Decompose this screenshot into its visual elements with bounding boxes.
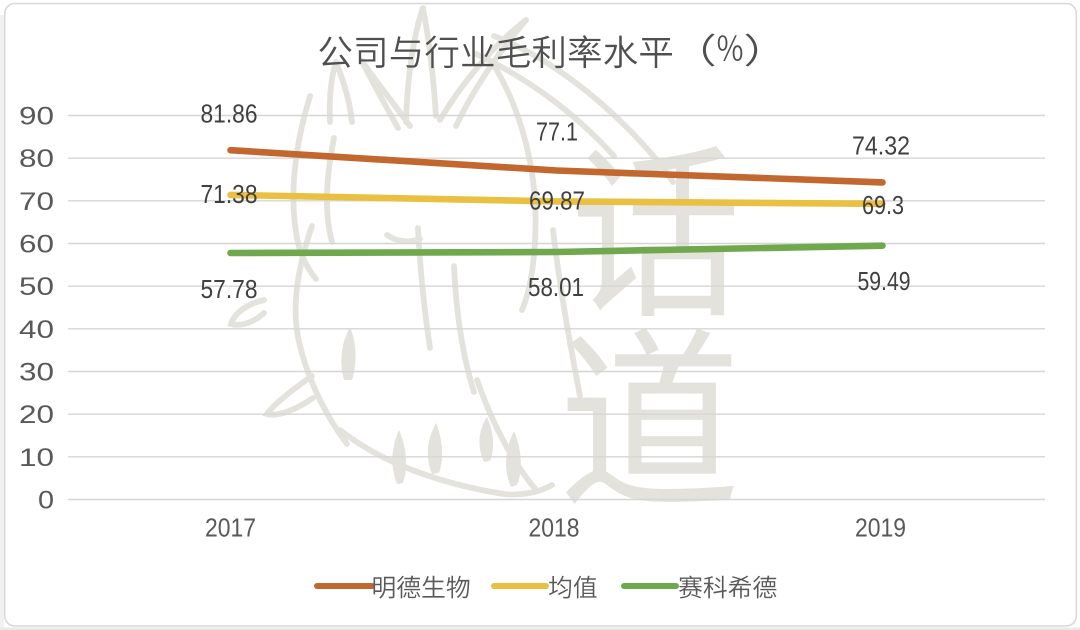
svg-text:59.49: 59.49: [858, 268, 911, 296]
svg-text:60: 60: [19, 231, 54, 259]
svg-text:30: 30: [19, 359, 54, 387]
svg-text:74.32: 74.32: [852, 133, 910, 161]
svg-text:71.38: 71.38: [201, 181, 258, 209]
svg-text:57.78: 57.78: [201, 276, 258, 304]
svg-text:81.86: 81.86: [201, 101, 258, 129]
svg-text:2018: 2018: [529, 513, 580, 543]
svg-text:58.01: 58.01: [528, 274, 584, 302]
svg-text:80: 80: [19, 145, 54, 173]
svg-text:90: 90: [19, 103, 54, 131]
svg-text:2019: 2019: [855, 513, 906, 543]
svg-text:77.1: 77.1: [536, 119, 578, 147]
svg-text:50: 50: [19, 273, 54, 301]
svg-text:0: 0: [38, 487, 54, 515]
svg-text:2017: 2017: [205, 513, 256, 543]
svg-text:20: 20: [19, 401, 54, 429]
svg-text:69.3: 69.3: [862, 192, 904, 220]
svg-text:70: 70: [19, 188, 54, 216]
svg-text:69.87: 69.87: [529, 188, 585, 216]
svg-text:40: 40: [19, 316, 54, 344]
svg-text:10: 10: [19, 444, 54, 472]
